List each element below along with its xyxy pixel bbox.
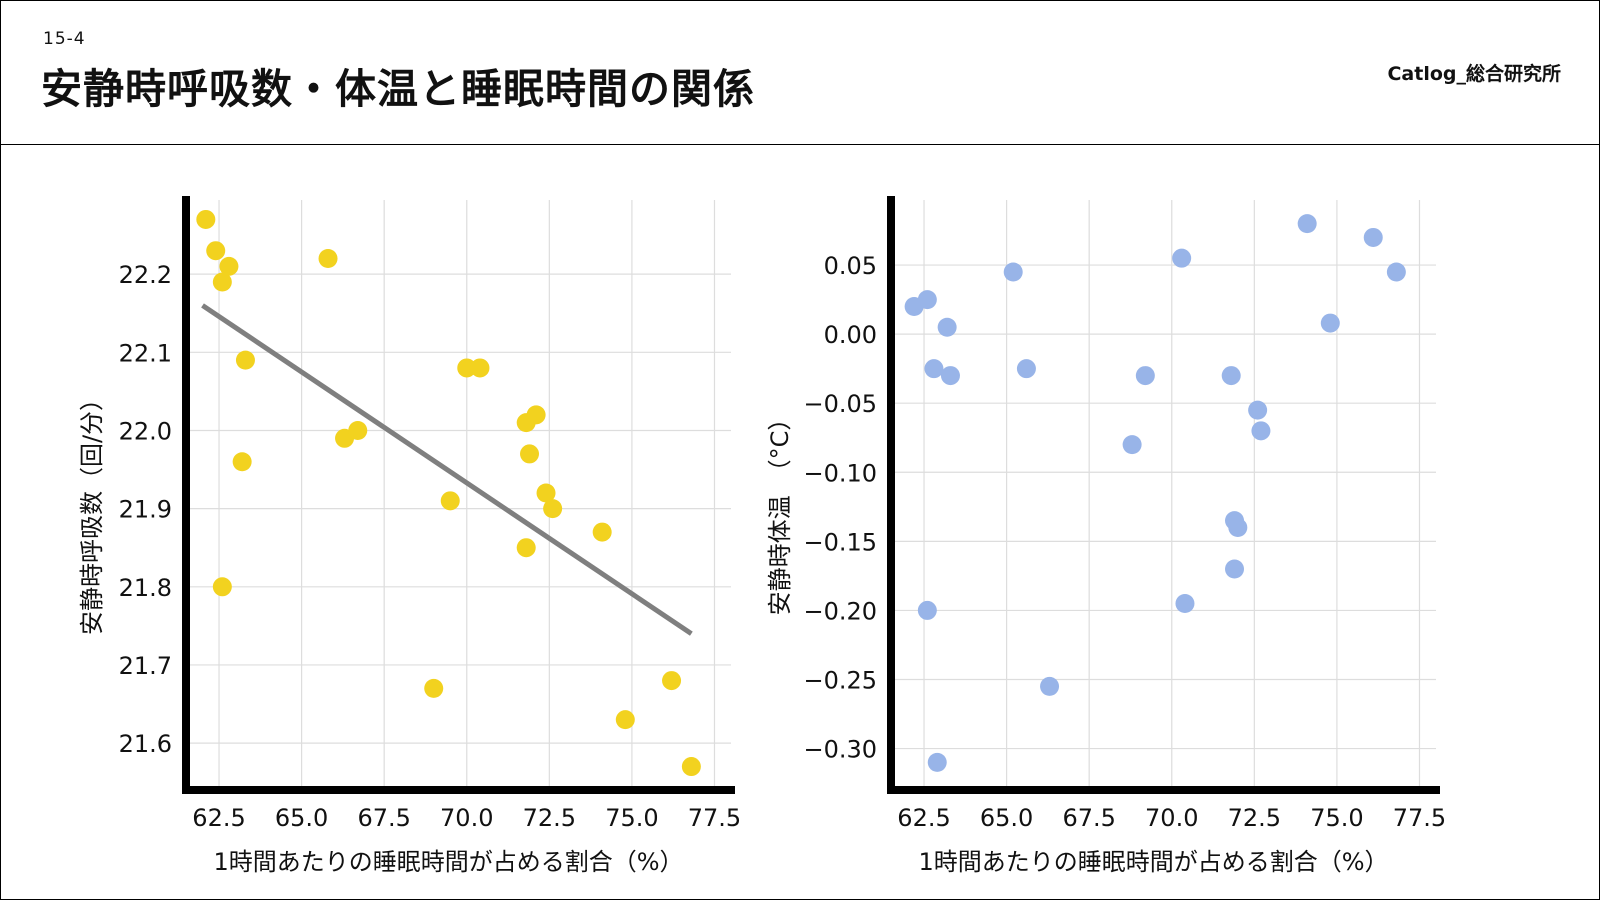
data-point <box>1040 676 1060 696</box>
data-point <box>681 757 701 777</box>
data-point <box>1228 518 1248 538</box>
data-point <box>440 491 460 511</box>
x-axis-label: 1時間あたりの睡眠時間が占める割合（%） <box>918 848 1388 876</box>
data-point <box>516 538 536 558</box>
data-point <box>232 452 252 472</box>
data-point <box>318 249 338 269</box>
data-point <box>212 577 232 597</box>
data-point <box>526 405 546 425</box>
data-point <box>940 366 960 386</box>
data-point <box>1363 227 1383 247</box>
data-point <box>212 272 232 292</box>
data-point <box>520 444 540 464</box>
data-point <box>1221 366 1241 386</box>
data-point <box>206 241 226 261</box>
data-point <box>1003 262 1023 282</box>
x-tick-label: 67.5 <box>1062 804 1115 832</box>
y-tick-label: 21.7 <box>119 652 172 680</box>
x-tick-label: 77.5 <box>1393 804 1446 832</box>
data-point <box>1122 435 1142 455</box>
data-point <box>1386 262 1406 282</box>
trend-line <box>201 303 693 636</box>
data-point <box>917 600 937 620</box>
data-point <box>927 752 947 772</box>
chart-body-temperature: 62.5 65.0 67.5 70.0 72.5 75.0 77.5 −0.30 −0.25 −0… <box>766 196 1446 876</box>
x-tick-label: 77.5 <box>688 804 741 832</box>
y-tick-label: 0.05 <box>824 252 877 280</box>
y-axis-label: 安静時体温 （°C） <box>766 407 794 616</box>
x-tick-label: 72.5 <box>1228 804 1281 832</box>
data-point <box>917 290 937 310</box>
data-point <box>937 317 957 337</box>
data-point <box>1135 366 1155 386</box>
y-tick-label: −0.30 <box>803 736 877 764</box>
x-tick-label: 67.5 <box>357 804 410 832</box>
slide-number: 15-4 <box>43 29 86 49</box>
data-point <box>615 710 635 730</box>
data-point <box>457 358 477 378</box>
y-tick-label: 0.00 <box>824 321 877 349</box>
y-tick-label: 21.9 <box>119 496 172 524</box>
y-tick-label: 22.2 <box>119 261 172 289</box>
chart-respiration-rate: 62.5 65.0 67.5 70.0 72.5 75.0 77.5 21.6 21.7 21.8… <box>78 196 741 876</box>
x-tick-label: 70.0 <box>440 804 493 832</box>
y-tick-label: −0.15 <box>803 528 877 556</box>
data-point <box>1172 248 1192 268</box>
y-tick-label: −0.25 <box>803 666 877 694</box>
slide-title: 安静時呼吸数・体温と睡眠時間の関係 <box>41 65 755 113</box>
data-point <box>1225 559 1245 579</box>
y-tick-label: −0.20 <box>803 597 877 625</box>
data-point <box>219 256 239 276</box>
data-point <box>662 671 682 691</box>
y-tick-label: 22.1 <box>119 339 172 367</box>
y-axis-label: 安静時呼吸数（回/分） <box>78 387 106 635</box>
data-point <box>470 358 490 378</box>
x-axis-label: 1時間あたりの睡眠時間が占める割合（%） <box>213 848 683 876</box>
y-tick-label: 21.6 <box>119 730 172 758</box>
data-point <box>1175 594 1195 614</box>
data-point <box>196 209 216 229</box>
x-tick-label: 62.5 <box>897 804 950 832</box>
data-point <box>1251 421 1271 441</box>
data-point <box>536 483 556 503</box>
data-point <box>1248 400 1268 420</box>
x-tick-label: 72.5 <box>523 804 576 832</box>
y-tick-label: −0.10 <box>803 459 877 487</box>
x-tick-label: 62.5 <box>192 804 245 832</box>
y-tick-label: 21.8 <box>119 574 172 602</box>
data-point <box>424 678 444 698</box>
data-point <box>1297 214 1317 234</box>
x-tick-label: 65.0 <box>275 804 328 832</box>
y-tick-label: 22.0 <box>119 417 172 445</box>
data-point <box>924 359 944 379</box>
data-point <box>1016 359 1036 379</box>
x-tick-label: 75.0 <box>1310 804 1363 832</box>
data-point <box>543 499 563 519</box>
x-tick-label: 75.0 <box>605 804 658 832</box>
data-point <box>1320 313 1340 333</box>
x-tick-label: 65.0 <box>980 804 1033 832</box>
x-tick-label: 70.0 <box>1145 804 1198 832</box>
data-point <box>348 420 368 440</box>
brand-logo-text: Catlog_総合研究所 <box>1387 63 1561 85</box>
data-point <box>235 350 255 370</box>
data-point <box>592 522 612 542</box>
y-tick-label: −0.05 <box>803 390 877 418</box>
slide-header: 15-4 安静時呼吸数・体温と睡眠時間の関係 Catlog_総合研究所 <box>1 1 1599 145</box>
